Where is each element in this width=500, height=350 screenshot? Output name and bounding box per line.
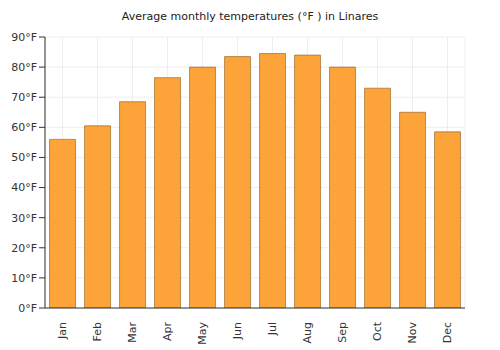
- svg-text:Mar: Mar: [126, 322, 139, 343]
- svg-text:Sep: Sep: [336, 322, 349, 343]
- svg-text:Jul: Jul: [266, 322, 279, 336]
- svg-text:May: May: [196, 322, 209, 345]
- svg-text:Jun: Jun: [231, 322, 244, 340]
- svg-text:0°F: 0°F: [18, 302, 37, 315]
- svg-text:50°F: 50°F: [11, 151, 37, 164]
- svg-text:90°F: 90°F: [11, 31, 37, 44]
- svg-text:Jan: Jan: [56, 322, 69, 340]
- svg-text:Feb: Feb: [91, 322, 104, 341]
- svg-text:20°F: 20°F: [11, 242, 37, 255]
- svg-text:80°F: 80°F: [11, 61, 37, 74]
- svg-text:Dec: Dec: [441, 322, 454, 343]
- svg-text:Oct: Oct: [371, 321, 384, 341]
- svg-text:Aug: Aug: [301, 322, 314, 343]
- svg-text:10°F: 10°F: [11, 272, 37, 285]
- svg-text:40°F: 40°F: [11, 181, 37, 194]
- html-text:Average monthly temperatures (: Average monthly temperatures (°F ) in Li…: [121, 10, 379, 23]
- svg-text:60°F: 60°F: [11, 121, 37, 134]
- svg-text:Apr: Apr: [161, 322, 174, 342]
- svg-text:70°F: 70°F: [11, 91, 37, 104]
- svg-text:30°F: 30°F: [11, 212, 37, 225]
- svg-text:Nov: Nov: [406, 322, 419, 344]
